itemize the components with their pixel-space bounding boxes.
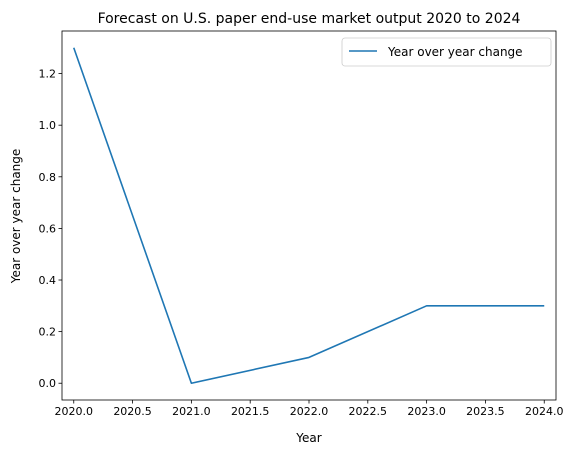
chart-title: Forecast on U.S. paper end-use market ou…	[98, 11, 521, 27]
y-tick-label: 0.8	[39, 171, 57, 184]
x-tick-label: 2020.5	[113, 405, 152, 418]
y-axis-ticks: 0.0 0.2 0.4 0.6 0.8 1.0 1.2	[39, 68, 62, 390]
series-layer	[73, 47, 545, 385]
legend: Year over year change	[341, 37, 552, 67]
y-tick-label: 0.2	[39, 326, 57, 339]
series-line	[73, 47, 545, 385]
x-axis-ticks: 2020.0 2020.5 2021.0 2021.5 2022.0 2022.5 2023…	[55, 400, 564, 418]
x-axis-label: Year	[295, 431, 321, 445]
legend-box	[341, 37, 552, 67]
y-tick-label: 0.0	[39, 377, 57, 390]
x-tick-label: 2023.5	[466, 405, 505, 418]
x-tick-label: 2022.5	[349, 405, 388, 418]
plot-area	[62, 31, 556, 400]
y-tick-label: 1.2	[39, 68, 57, 81]
y-tick-label: 0.6	[39, 222, 57, 235]
x-tick-label: 2021.0	[172, 405, 211, 418]
x-tick-label: 2024.0	[525, 405, 564, 418]
x-tick-label: 2023.0	[407, 405, 446, 418]
y-tick-label: 0.4	[39, 274, 57, 287]
x-tick-label: 2022.0	[290, 405, 329, 418]
y-tick-label: 1.0	[39, 119, 57, 132]
x-tick-label: 2020.0	[55, 405, 94, 418]
legend-label: Year over year change	[387, 45, 523, 59]
y-axis-label: Year over year change	[9, 149, 23, 285]
plot-frame	[61, 30, 557, 401]
x-tick-label: 2021.5	[231, 405, 270, 418]
